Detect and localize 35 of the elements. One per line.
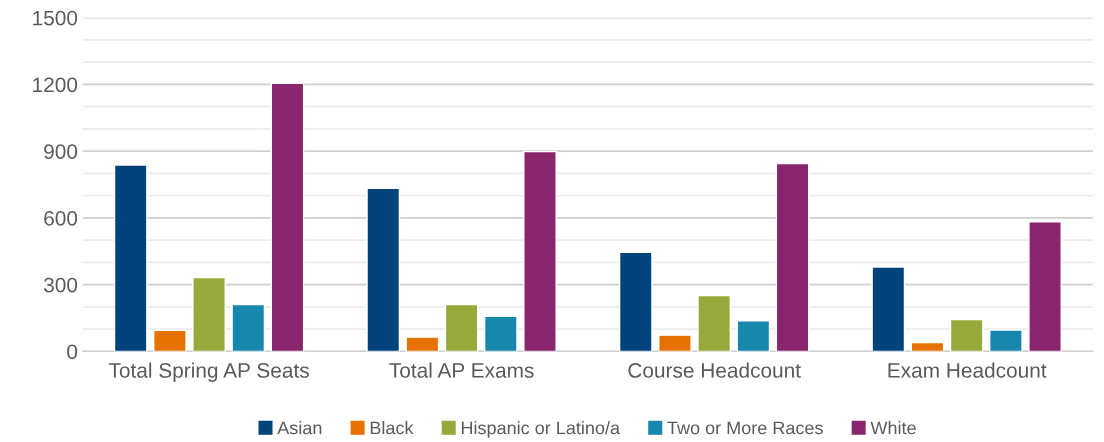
bar (697, 294, 732, 352)
bar (444, 303, 479, 352)
y-tick-label: 300 (43, 277, 78, 293)
bar (366, 187, 401, 352)
bar (270, 82, 305, 352)
bar (618, 251, 653, 352)
x-tick-label: Course Headcount (628, 362, 801, 378)
bar (871, 266, 906, 352)
legend-label: White (870, 421, 916, 435)
bar (192, 276, 226, 352)
bar (949, 318, 984, 352)
bar (1028, 221, 1062, 352)
x-tick-label: Total Spring AP Seats (108, 362, 309, 382)
legend-label: Two or More Races (667, 421, 823, 435)
bar (736, 319, 771, 352)
y-tick-label: 600 (44, 210, 78, 226)
y-tick-label: 1200 (33, 77, 78, 93)
bar (231, 303, 266, 352)
x-tick-label: Exam Headcount (888, 362, 1047, 378)
y-tick-label: 900 (44, 144, 78, 159)
legend-label: Hispanic or Latino/a (461, 421, 621, 438)
bar (113, 164, 148, 352)
bar (483, 315, 518, 352)
bar (989, 329, 1023, 352)
legend-label: Asian (277, 421, 322, 435)
bar (523, 150, 557, 352)
y-tick-label: 1500 (33, 10, 78, 26)
y-tick-label: 0 (67, 344, 78, 360)
bar (910, 341, 945, 352)
legend-label: Black (370, 421, 414, 435)
bar (405, 336, 440, 352)
bar (658, 334, 692, 352)
x-tick-label: Total AP Exams (389, 362, 534, 378)
bar (775, 162, 810, 352)
bar (153, 329, 187, 352)
